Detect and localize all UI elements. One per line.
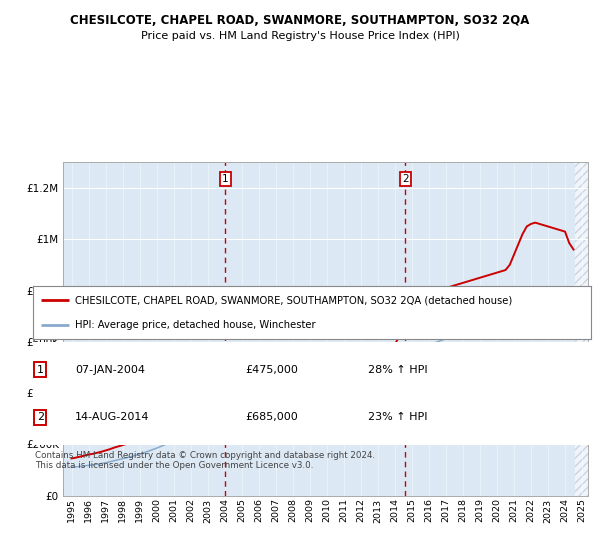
Text: 14-AUG-2014: 14-AUG-2014 <box>75 412 149 422</box>
Text: 1: 1 <box>222 174 229 184</box>
Text: Price paid vs. HM Land Registry's House Price Index (HPI): Price paid vs. HM Land Registry's House … <box>140 31 460 41</box>
Text: Contains HM Land Registry data © Crown copyright and database right 2024.
This d: Contains HM Land Registry data © Crown c… <box>35 451 375 470</box>
Text: CHESILCOTE, CHAPEL ROAD, SWANMORE, SOUTHAMPTON, SO32 2QA (detached house): CHESILCOTE, CHAPEL ROAD, SWANMORE, SOUTH… <box>75 296 512 306</box>
Text: £685,000: £685,000 <box>245 412 298 422</box>
Text: HPI: Average price, detached house, Winchester: HPI: Average price, detached house, Winc… <box>75 320 316 330</box>
Text: CHESILCOTE, CHAPEL ROAD, SWANMORE, SOUTHAMPTON, SO32 2QA: CHESILCOTE, CHAPEL ROAD, SWANMORE, SOUTH… <box>70 14 530 27</box>
Text: 07-JAN-2004: 07-JAN-2004 <box>75 365 145 375</box>
Text: 28% ↑ HPI: 28% ↑ HPI <box>368 365 427 375</box>
Text: £475,000: £475,000 <box>245 365 298 375</box>
Bar <box>575 162 588 496</box>
Text: 1: 1 <box>37 365 44 375</box>
Text: 2: 2 <box>402 174 409 184</box>
Text: 23% ↑ HPI: 23% ↑ HPI <box>368 412 427 422</box>
Text: 2: 2 <box>37 412 44 422</box>
